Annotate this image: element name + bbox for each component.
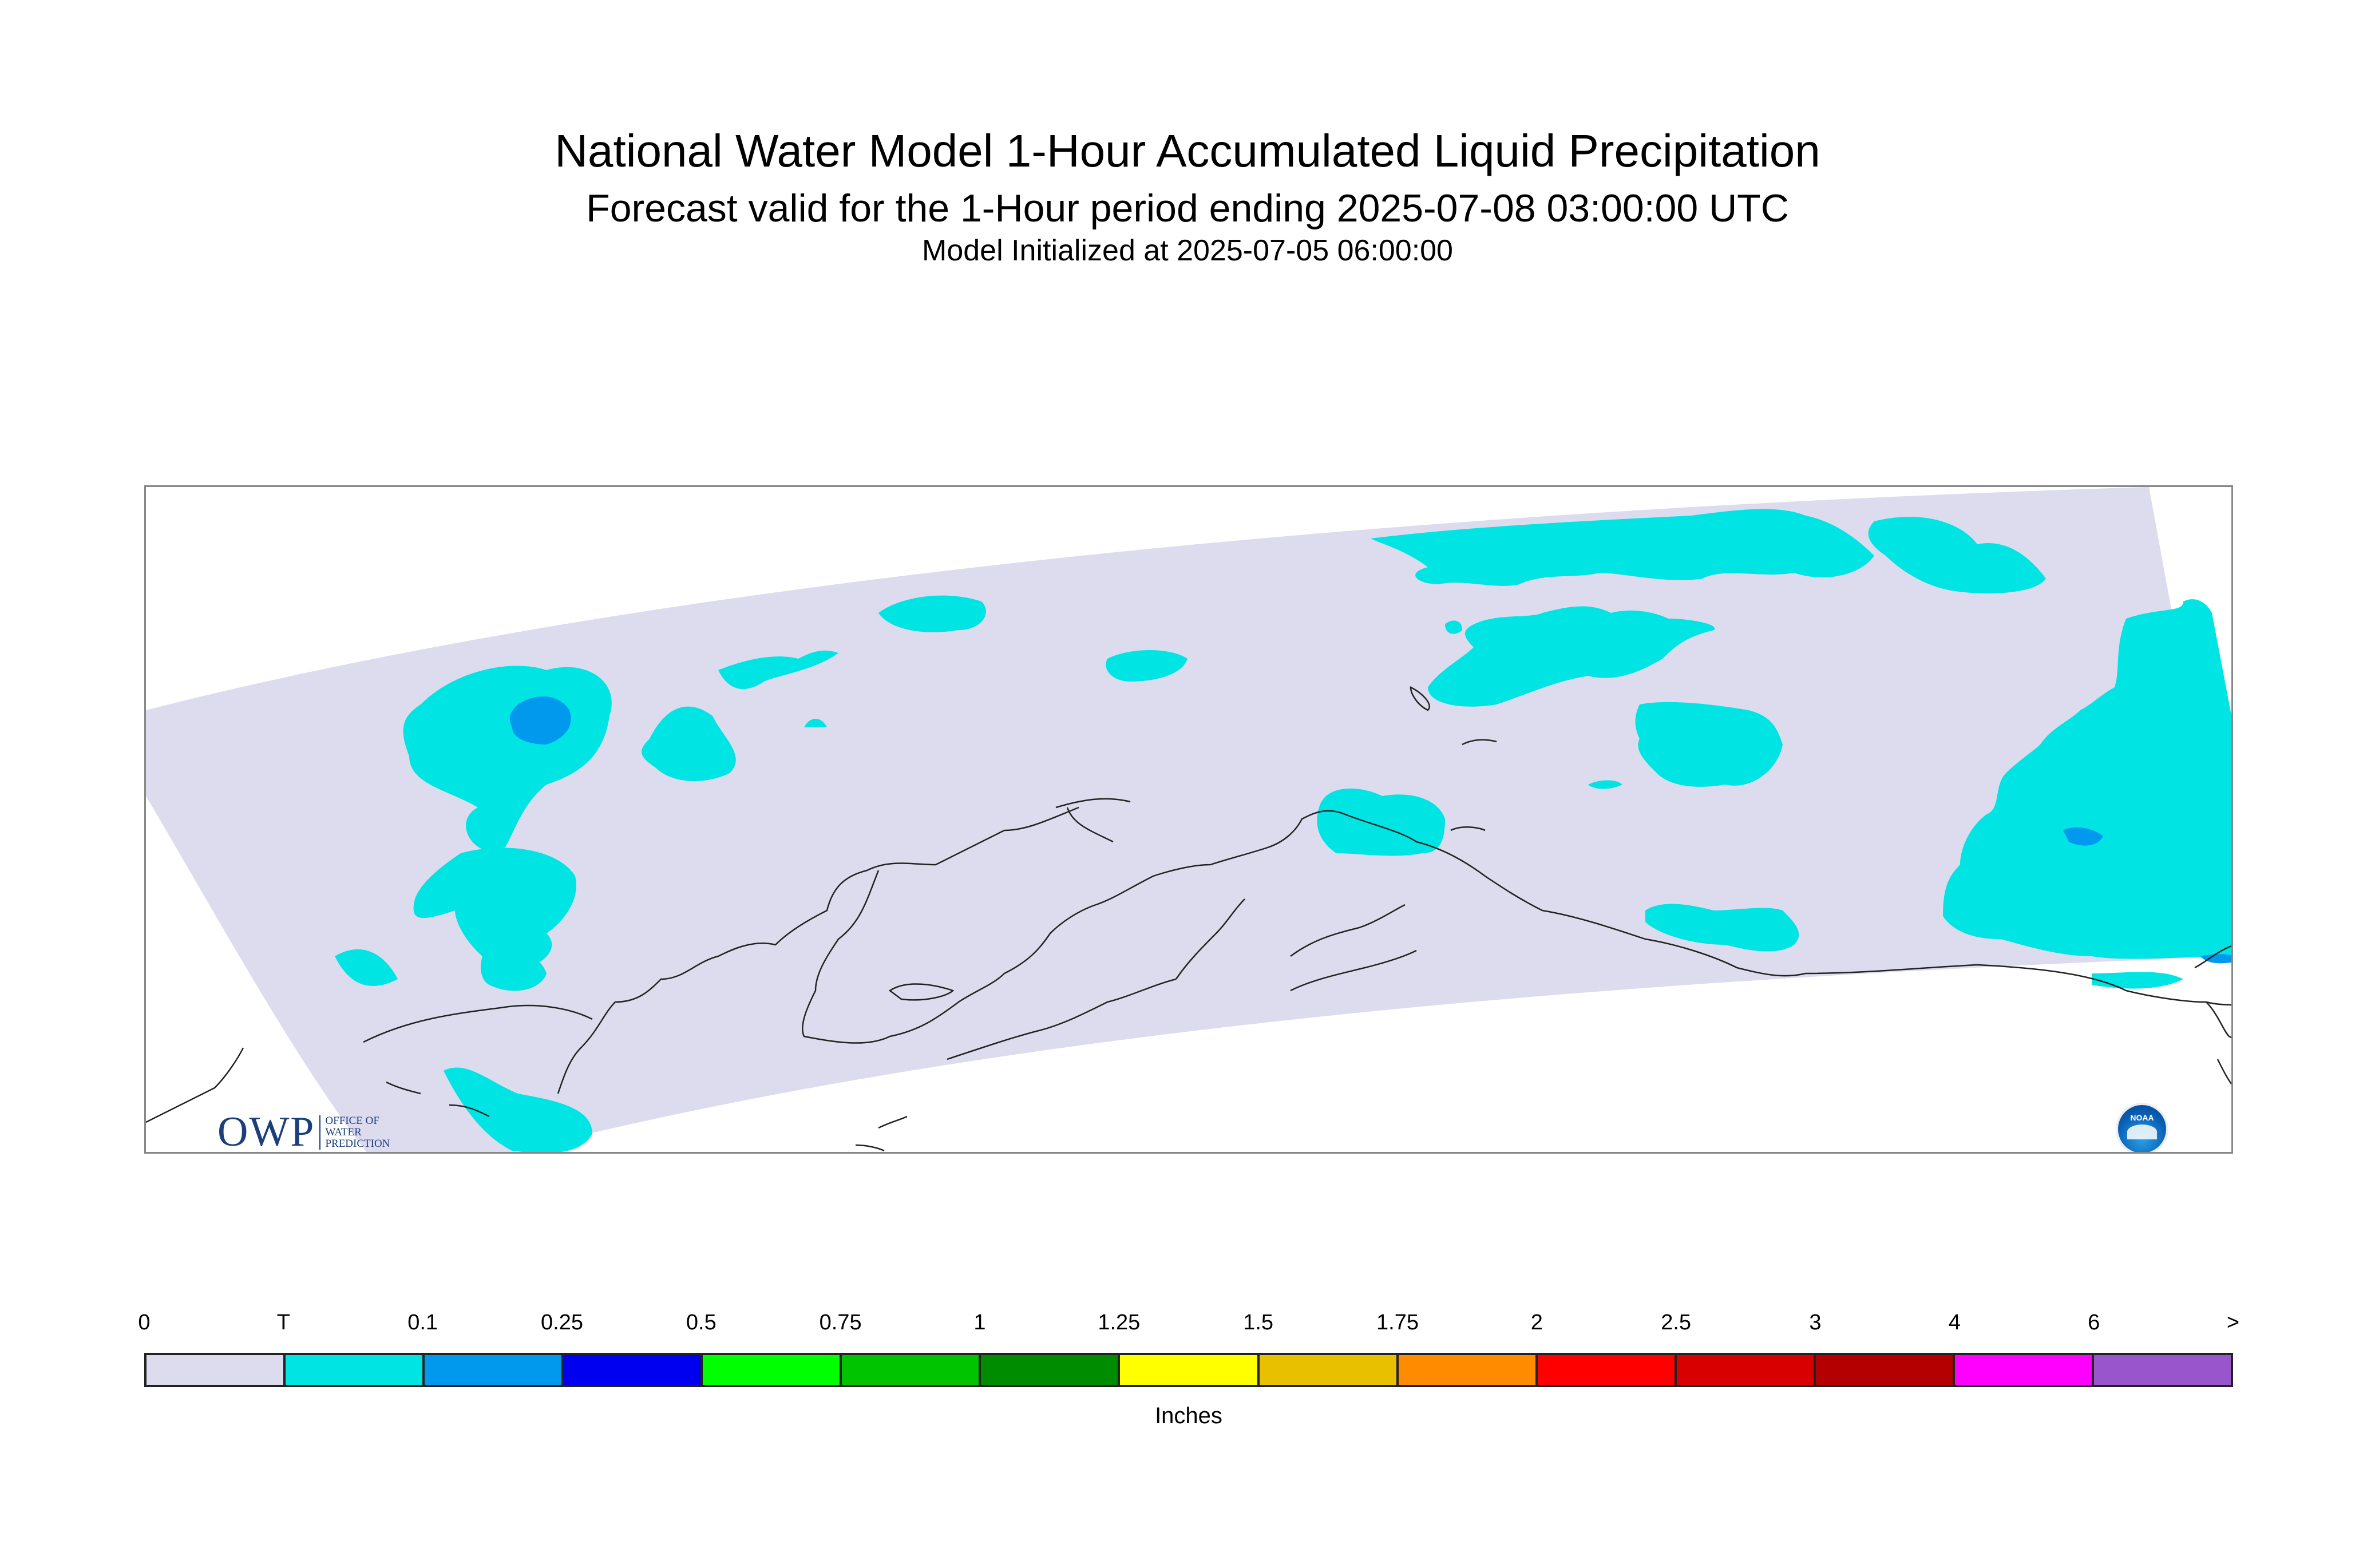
map-subtitle: Forecast valid for the 1-Hour period end… — [586, 187, 1789, 230]
colorbar-tick-label: T — [276, 1310, 290, 1335]
owp-logo: OWP OFFICE OF WATER PREDICTION — [217, 1108, 390, 1154]
colorbar-tick-label: 0.75 — [819, 1310, 862, 1335]
colorbar-tick-label: > — [2226, 1310, 2240, 1335]
colorbar-tick-label: 4 — [1948, 1310, 1961, 1335]
model-init-text: Model Initialized at 2025-07-05 06:00:00 — [922, 234, 1453, 267]
precip-light-areas — [509, 696, 2231, 964]
colorbar-tick-label: 0.1 — [407, 1310, 438, 1335]
colorbar-swatch — [564, 1355, 703, 1385]
colorbar-tick-label: 0 — [138, 1310, 151, 1335]
coastlines — [146, 686, 2231, 1152]
colorbar-swatch — [703, 1355, 842, 1385]
colorbar-tick-label: 6 — [2088, 1310, 2100, 1335]
colorbar-units: Inches — [1155, 1403, 1222, 1428]
colorbar-swatch — [147, 1355, 286, 1385]
map-title: National Water Model 1-Hour Accumulated … — [555, 125, 1820, 176]
colorbar-tick-label: 1.25 — [1098, 1310, 1141, 1335]
owp-logo-subtext: OFFICE OF WATER PREDICTION — [319, 1115, 390, 1150]
colorbar-swatch — [1815, 1355, 1955, 1385]
colorbar-swatch — [981, 1355, 1121, 1385]
owp-logo-text: OWP — [217, 1108, 315, 1154]
noaa-logo: NOAA — [2118, 1105, 2166, 1152]
colorbar-tick-label: 3 — [1809, 1310, 1822, 1335]
colorbar-swatch — [2093, 1355, 2231, 1385]
colorbar-tick-label: 1 — [973, 1310, 986, 1335]
colorbar-tick-label: 2.5 — [1661, 1310, 1692, 1335]
colorbar-swatch — [842, 1355, 981, 1385]
colorbar-tick-label: 0.5 — [686, 1310, 717, 1335]
colorbar-swatch — [1537, 1355, 1677, 1385]
colorbar-swatch — [425, 1355, 564, 1385]
model-domain — [146, 487, 2231, 1152]
colorbar-swatch — [1120, 1355, 1260, 1385]
precipitation-map: OWP OFFICE OF WATER PREDICTION NOAA — [144, 485, 2233, 1154]
colorbar-tick-label: 0.25 — [541, 1310, 583, 1335]
colorbar — [144, 1353, 2233, 1387]
colorbar-tick-label: 2 — [1530, 1310, 1543, 1335]
colorbar-swatch — [1954, 1355, 2094, 1385]
colorbar-legend: 0 T 0.1 0.25 0.5 0.75 1 1.25 1.5 1.75 2 2.5 3 4 6 > Inc… — [138, 1310, 2239, 1436]
colorbar-tick-label: 1.5 — [1243, 1310, 1274, 1335]
colorbar-swatch — [1398, 1355, 1538, 1385]
colorbar-swatch — [1259, 1355, 1399, 1385]
colorbar-tick-label: 1.75 — [1376, 1310, 1419, 1335]
map-canvas — [146, 487, 2231, 1152]
colorbar-swatch — [286, 1355, 425, 1385]
colorbar-swatch — [1676, 1355, 1816, 1385]
